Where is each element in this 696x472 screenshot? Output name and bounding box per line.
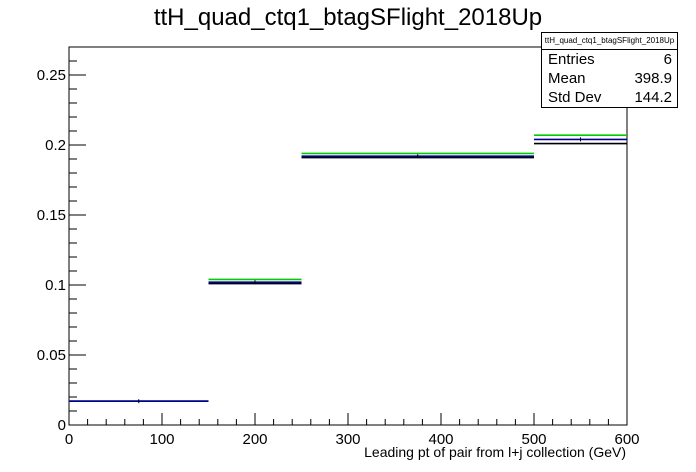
x-tick-label: 400 xyxy=(428,431,453,448)
x-tick-label: 200 xyxy=(242,431,267,448)
stats-mean-label: Mean xyxy=(548,70,586,87)
y-tick-label: 0.05 xyxy=(37,347,66,364)
x-axis-label: Leading pt of pair from l+j collection (… xyxy=(364,444,626,460)
stats-box: ttH_quad_ctq1_btagSFlight_2018Up Entries… xyxy=(541,32,678,108)
stats-entries-label: Entries xyxy=(548,51,595,68)
stats-stddev-label: Std Dev xyxy=(548,89,602,106)
stats-stddev-row: Std Dev 144.2 xyxy=(542,88,677,107)
stats-entries-value: 6 xyxy=(663,51,672,68)
stats-mean-value: 398.9 xyxy=(634,70,672,87)
y-tick-label: 0.2 xyxy=(45,137,66,154)
x-tick-label: 300 xyxy=(335,431,360,448)
x-tick-label: 500 xyxy=(521,431,546,448)
y-tick-label: 0.1 xyxy=(45,277,66,294)
x-tick-label: 100 xyxy=(149,431,174,448)
stats-box-title: ttH_quad_ctq1_btagSFlight_2018Up xyxy=(542,33,677,50)
y-tick-label: 0 xyxy=(58,417,66,434)
stats-stddev-value: 144.2 xyxy=(634,89,672,106)
x-tick-label: 600 xyxy=(614,431,639,448)
y-tick-label: 0.15 xyxy=(37,207,66,224)
stats-mean-row: Mean 398.9 xyxy=(542,69,677,88)
y-tick-label: 0.25 xyxy=(37,67,66,84)
stats-entries-row: Entries 6 xyxy=(542,50,677,69)
chart-title: ttH_quad_ctq1_btagSFlight_2018Up xyxy=(153,4,543,31)
x-tick-label: 0 xyxy=(65,431,73,448)
